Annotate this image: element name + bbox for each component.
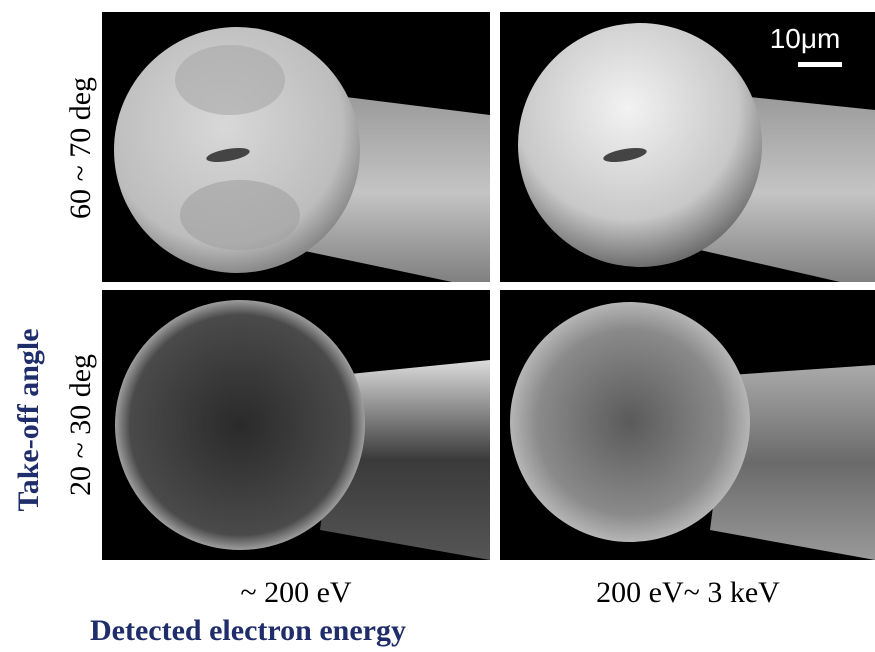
column-label: 200 eV~ 3 keV [596,576,780,609]
scale-bar-label: 10μm [770,23,841,54]
sem-image [102,12,490,290]
row-label: 20 ~ 30 deg [64,354,97,496]
sem-image [102,290,490,560]
sem-image [500,290,875,560]
x-axis-title: Detected electron energy [90,614,406,647]
y-axis-title: Take-off angle [12,328,45,511]
scale-bar [798,62,842,67]
figure: 10μm 60 ~ 70 deg 20 ~ 30 deg Take-off an… [0,0,875,652]
row-label: 60 ~ 70 deg [64,77,97,219]
column-label: ~ 200 eV [240,576,352,609]
